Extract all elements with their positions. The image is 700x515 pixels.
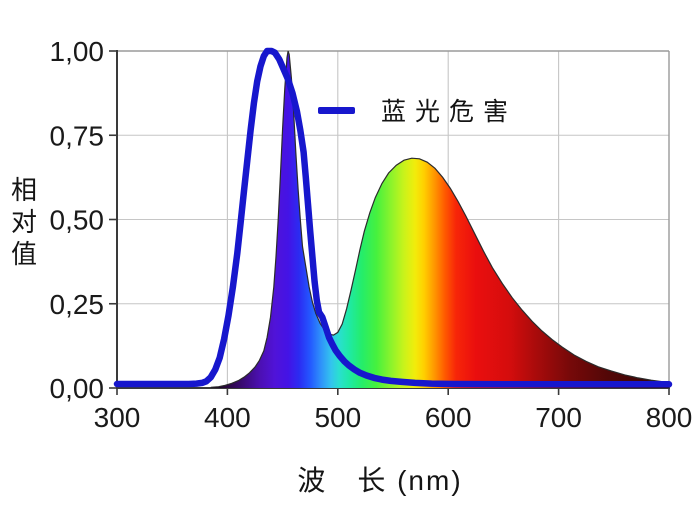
blue-light-hazard-curve <box>113 47 673 388</box>
y-axis-title-char: 对 <box>10 207 37 237</box>
x-tick-label: 500 <box>314 402 361 433</box>
y-axis-title-char: 相 <box>10 175 37 205</box>
y-axis-title-char: 值 <box>10 239 37 269</box>
x-axis-title: 波 长 (nm) <box>297 465 463 496</box>
y-tick-label: 0,50 <box>50 205 105 236</box>
axis-ticks <box>109 50 670 395</box>
y-axis-title: 相 对 值 <box>8 174 40 270</box>
axis-tick-labels: 300 400 500 600 700 800 0,00 0,25 0,50 0,75 1,00 <box>50 36 693 433</box>
chart-legend: 蓝光危害 <box>318 92 517 128</box>
x-tick-label: 400 <box>204 402 251 433</box>
x-tick-label: 800 <box>646 402 693 433</box>
y-tick-label: 0,25 <box>50 289 105 320</box>
led-spectrum-outline <box>210 50 670 388</box>
led-spectrum-area <box>210 51 670 388</box>
y-tick-label: 0,00 <box>50 373 105 404</box>
y-tick-label: 1,00 <box>50 36 105 67</box>
legend-line-swatch <box>318 106 355 114</box>
x-tick-label: 300 <box>94 402 141 433</box>
x-tick-label: 600 <box>425 402 472 433</box>
y-tick-label: 0,75 <box>50 120 105 151</box>
legend-label: 蓝光危害 <box>381 98 518 126</box>
x-tick-label: 700 <box>535 402 582 433</box>
